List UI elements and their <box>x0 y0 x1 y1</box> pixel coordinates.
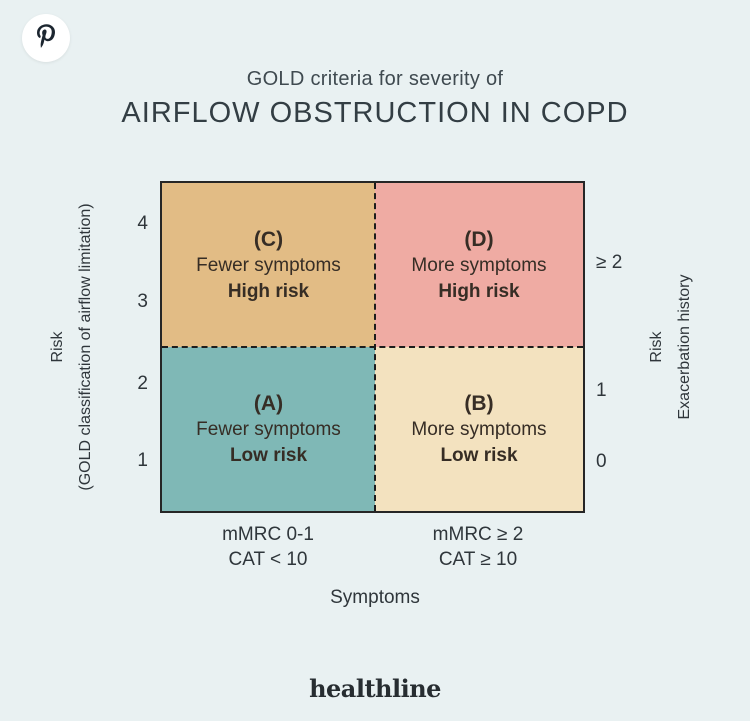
left-column-criteria: mMRC 0-1 CAT < 10 <box>222 522 314 572</box>
right-axis-title-line1: Risk <box>648 331 665 363</box>
right-column-cat: CAT ≥ 10 <box>438 549 518 570</box>
left-tick-4: 4 <box>137 213 148 234</box>
quadrant-b: (B) More symptoms Low risk <box>375 347 583 511</box>
quadrant-d: (D) More symptoms High risk <box>375 183 583 347</box>
pinterest-icon <box>37 23 55 53</box>
right-tick-ge2: ≥ 2 <box>596 252 623 273</box>
horizontal-dashed-divider <box>162 346 583 348</box>
quadrant-a: (A) Fewer symptoms Low risk <box>162 347 375 511</box>
x-axis-title: Symptoms <box>330 587 420 608</box>
left-tick-2: 2 <box>137 373 148 394</box>
right-axis-title: Risk Exacerbation history <box>643 275 699 420</box>
quadrant-a-risk: Low risk <box>229 444 308 466</box>
subtitle: GOLD criteria for severity of <box>246 68 504 90</box>
title-block: GOLD criteria for severity of AIRFLOW OB… <box>0 66 750 131</box>
pinterest-share-button[interactable] <box>22 14 70 62</box>
left-axis-title-line2: (GOLD classification of airflow limitati… <box>77 203 94 491</box>
quadrant-b-letter: (B) <box>464 391 494 415</box>
right-tick-0: 0 <box>596 451 607 472</box>
left-tick-1: 1 <box>137 450 148 471</box>
quadrant-d-symptoms: More symptoms <box>411 254 547 276</box>
quadrant-c-letter: (C) <box>253 227 284 251</box>
healthline-logo: healthline <box>309 674 441 703</box>
quadrant-a-symptoms: Fewer symptoms <box>196 418 341 440</box>
right-column-mmrc: mMRC ≥ 2 <box>432 524 524 545</box>
quadrant-b-risk: Low risk <box>440 444 518 466</box>
quadrant-c-symptoms: Fewer symptoms <box>196 254 341 276</box>
quadrant-d-risk: High risk <box>438 280 520 302</box>
left-axis-title: Risk (GOLD classification of airflow lim… <box>44 203 100 490</box>
right-axis-title-line2: Exacerbation history <box>676 274 693 420</box>
right-tick-1: 1 <box>596 380 607 401</box>
quadrant-d-letter: (D) <box>464 227 494 251</box>
left-column-cat: CAT < 10 <box>228 549 308 570</box>
right-column-criteria: mMRC ≥ 2 CAT ≥ 10 <box>433 522 524 572</box>
quadrant-c: (C) Fewer symptoms High risk <box>162 183 375 347</box>
left-column-mmrc: mMRC 0-1 <box>222 524 314 545</box>
quadrant-c-risk: High risk <box>227 280 310 302</box>
quadrant-grid: (C) Fewer symptoms High risk (D) More sy… <box>160 181 585 513</box>
quadrant-b-symptoms: More symptoms <box>411 418 547 440</box>
left-tick-3: 3 <box>137 291 148 312</box>
page-title: AIRFLOW OBSTRUCTION IN COPD <box>121 97 629 129</box>
left-axis-title-line1: Risk <box>49 331 66 363</box>
quadrant-a-letter: (A) <box>253 391 284 415</box>
